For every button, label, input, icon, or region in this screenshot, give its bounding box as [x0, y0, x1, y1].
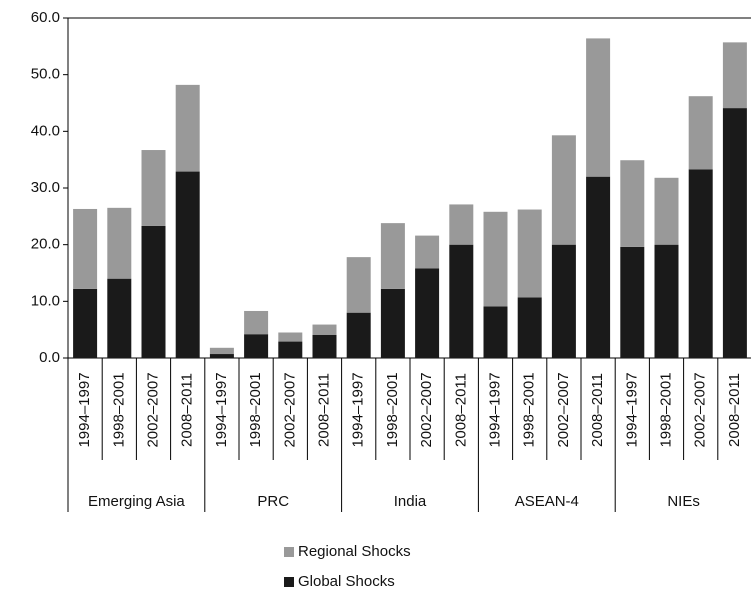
- bar-segment: [586, 38, 611, 177]
- x-tick-label: 2008–2011: [726, 373, 743, 447]
- bar-segment: [654, 244, 679, 358]
- x-tick-label: 1998–2001: [110, 372, 127, 447]
- bar-segment: [620, 160, 645, 247]
- bar-segment: [244, 334, 269, 358]
- x-tick-label: 1994–1997: [623, 372, 640, 447]
- group-label: NIEs: [667, 493, 700, 510]
- x-tick-label: 2002–2007: [418, 372, 435, 447]
- bar-segment: [415, 235, 440, 269]
- bar-segment: [209, 347, 234, 355]
- bar-segment: [73, 288, 98, 358]
- x-tick-label: 2008–2011: [589, 373, 606, 447]
- group-label: ASEAN-4: [515, 493, 579, 510]
- x-tick-label: 2008–2011: [179, 373, 196, 447]
- bar-segment: [722, 108, 747, 358]
- bar-segment: [722, 42, 747, 109]
- y-tick-label: 40.0: [31, 122, 60, 139]
- x-tick-label: 1994–1997: [486, 372, 503, 447]
- y-tick-label: 30.0: [31, 179, 60, 196]
- bar-segment: [278, 332, 303, 342]
- bar-segment: [517, 297, 542, 358]
- bar-segment: [483, 306, 508, 358]
- bar-segment: [107, 278, 132, 358]
- x-tick-label: 2008–2011: [452, 373, 469, 447]
- group-label: PRC: [257, 493, 289, 510]
- x-tick-label: 2002–2007: [555, 372, 572, 447]
- bar-segment: [517, 209, 542, 298]
- x-tick-label: 1998–2001: [521, 372, 538, 447]
- bar-segment: [586, 176, 611, 358]
- bar-segment: [415, 268, 440, 358]
- bar-segment: [312, 334, 337, 358]
- legend-swatch: [284, 577, 294, 587]
- bar-segment: [380, 223, 405, 289]
- x-tick-label: 1998–2001: [384, 372, 401, 447]
- bar-segment: [141, 225, 166, 358]
- bar-segment: [107, 207, 132, 279]
- bar-segment: [141, 150, 166, 226]
- x-tick-label: 2002–2007: [144, 372, 161, 447]
- bar-segment: [654, 177, 679, 245]
- x-tick-label: 1994–1997: [350, 372, 367, 447]
- y-tick-label: 0.0: [39, 349, 60, 366]
- bar-segment: [175, 84, 200, 172]
- y-tick-label: 10.0: [31, 292, 60, 309]
- x-tick-label: 1998–2001: [247, 372, 264, 447]
- group-label: India: [394, 493, 427, 510]
- x-tick-label: 1994–1997: [213, 372, 230, 447]
- bar-segment: [380, 288, 405, 358]
- y-tick-label: 60.0: [31, 9, 60, 26]
- y-tick-label: 50.0: [31, 66, 60, 83]
- bar-segment: [449, 244, 474, 358]
- bar-segment: [346, 312, 371, 358]
- x-tick-label: 2002–2007: [281, 372, 298, 447]
- bar-segment: [244, 310, 269, 335]
- bar-segment: [688, 96, 713, 170]
- bar-segment: [278, 341, 303, 358]
- bar-segment: [346, 257, 371, 313]
- bar-segment: [175, 171, 200, 358]
- y-tick-label: 20.0: [31, 236, 60, 253]
- bar-segment: [209, 354, 234, 358]
- bar-segment: [620, 246, 645, 358]
- bar-segment: [551, 244, 576, 358]
- x-tick-label: 1998–2001: [657, 372, 674, 447]
- x-tick-label: 2002–2007: [692, 372, 709, 447]
- legend-swatch: [284, 547, 294, 557]
- bar-segment: [312, 324, 337, 335]
- group-label: Emerging Asia: [88, 493, 185, 510]
- bar-segment: [688, 169, 713, 358]
- bar-segment: [449, 204, 474, 245]
- x-tick-label: 1994–1997: [76, 372, 93, 447]
- legend-label: Global Shocks: [298, 573, 395, 590]
- bar-segment: [551, 135, 576, 245]
- legend-label: Regional Shocks: [298, 543, 411, 560]
- x-tick-label: 2008–2011: [315, 373, 332, 447]
- bar-segment: [483, 211, 508, 307]
- bar-segment: [73, 208, 98, 289]
